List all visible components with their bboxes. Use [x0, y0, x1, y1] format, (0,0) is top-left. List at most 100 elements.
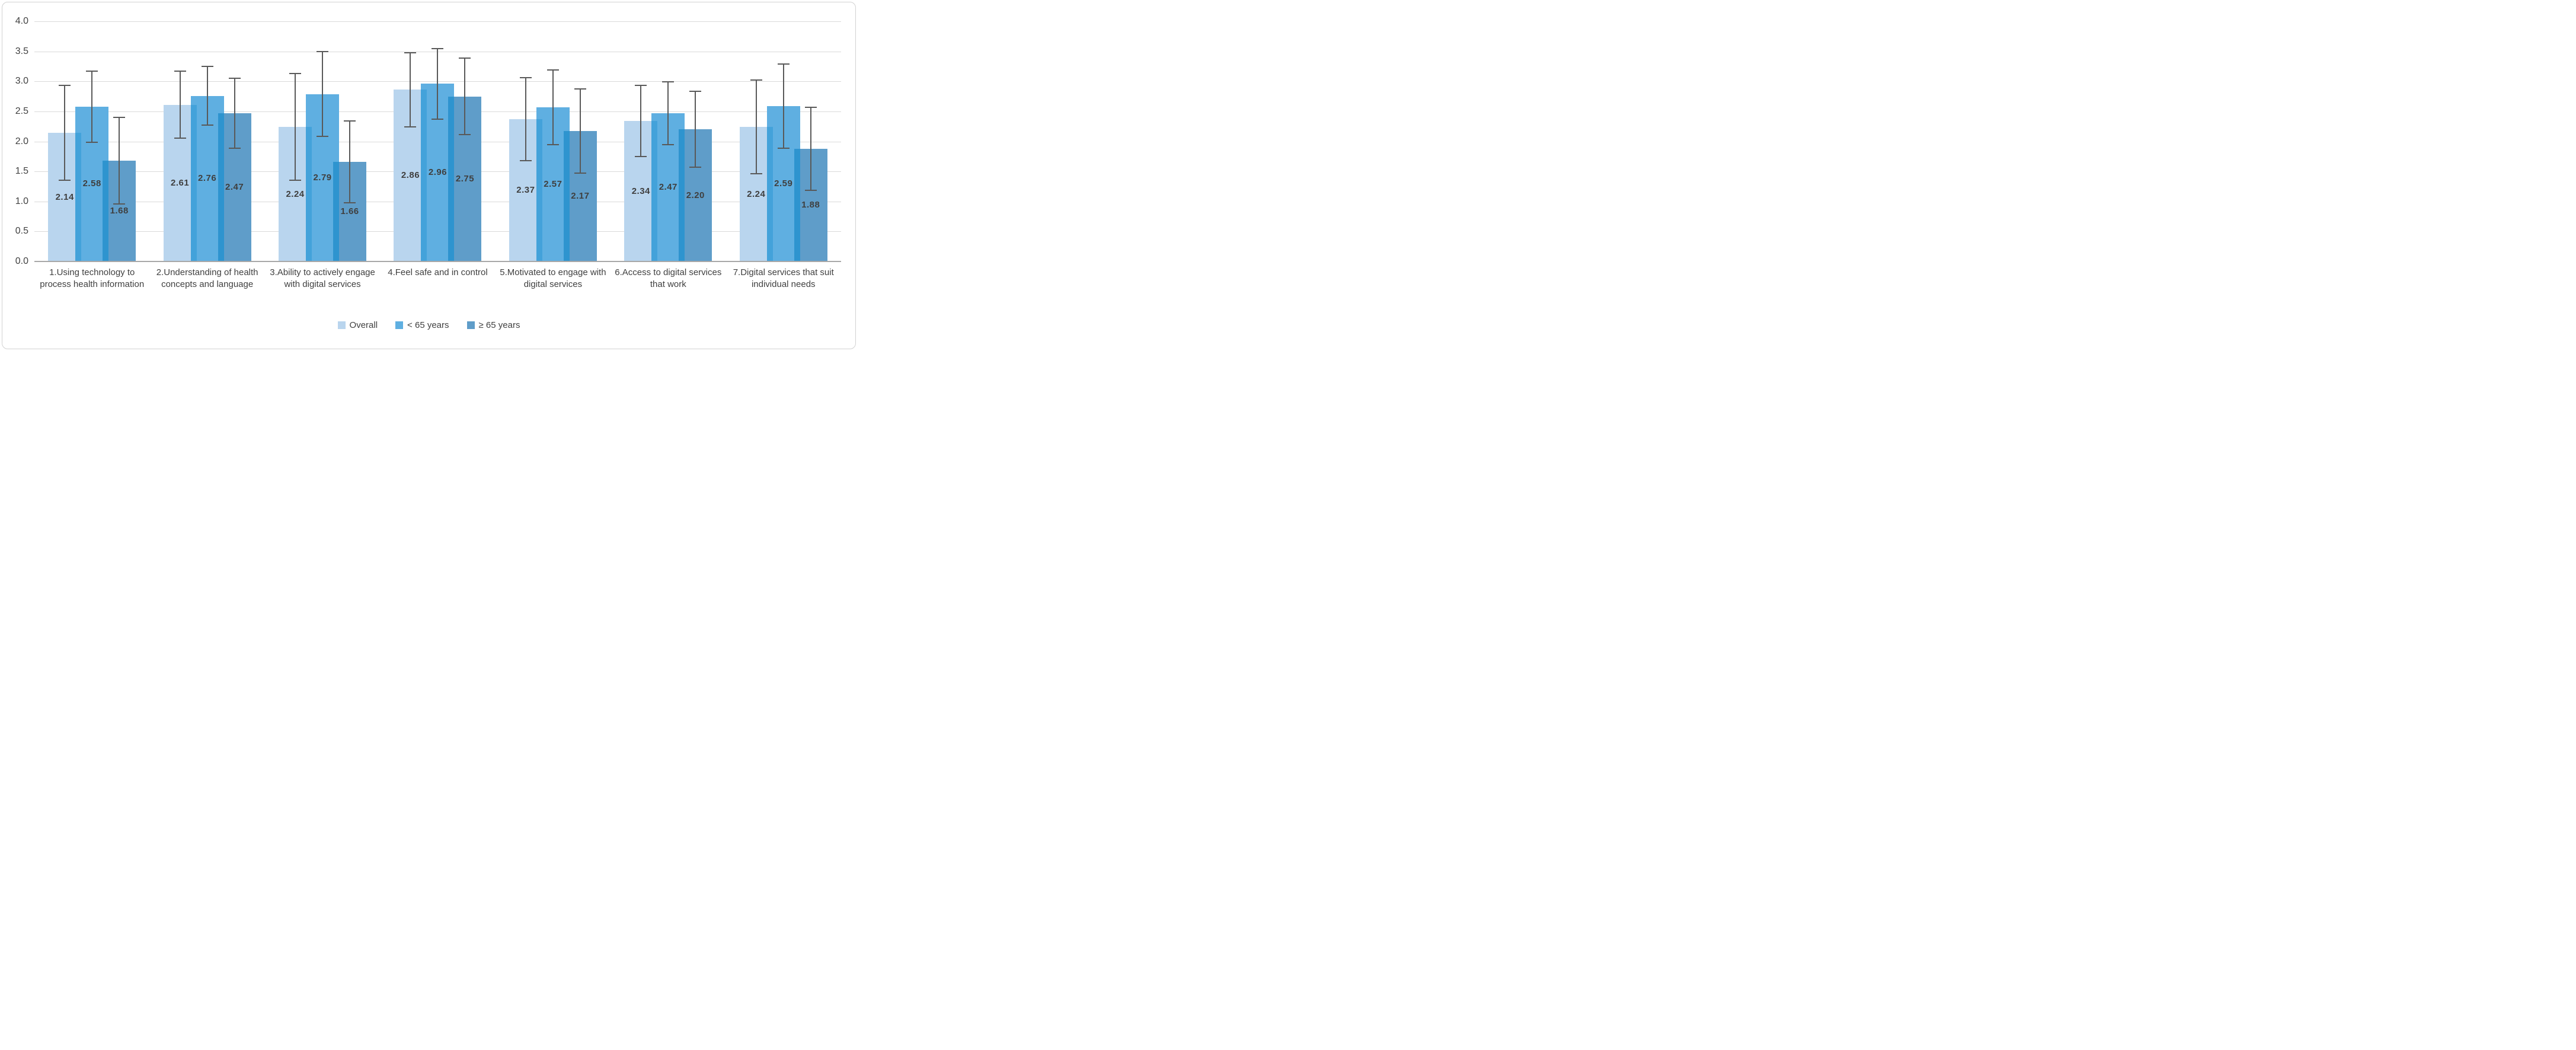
error-bar-cap-bottom [113, 203, 126, 205]
bar-value-label: 2.24 [286, 189, 305, 199]
error-bar-cap-top [174, 71, 186, 72]
error-bar-cap-bottom [777, 147, 790, 149]
error-bar-line [295, 73, 296, 181]
y-tick-label: 0.0 [15, 256, 28, 266]
gridline [34, 21, 841, 22]
y-tick-label: 2.5 [15, 106, 28, 116]
bar-value-label: 1.88 [801, 199, 820, 210]
legend-swatch-icon [466, 321, 475, 329]
chart-frame: 4.0 3.5 3.0 2.5 2.0 1.5 1.0 0.5 0.0 2.14 2.58 1.68… [2, 2, 856, 349]
category-cell: 2.24 2.59 1.88 [726, 2, 841, 261]
bar-cluster: 2.37 2.57 2.17 [509, 2, 597, 261]
error-bar-cap-bottom [662, 143, 675, 145]
error-bar-line [349, 120, 351, 203]
error-bar [201, 65, 213, 126]
error-bar-cap-bottom [86, 141, 98, 143]
bar-overlap-shade [306, 127, 312, 261]
y-tick-label: 4.0 [15, 16, 28, 26]
error-bar-cap-top [459, 57, 471, 59]
legend-label: Overall [349, 320, 378, 330]
error-bar-line [322, 50, 324, 138]
error-bar-cap-bottom [317, 136, 329, 138]
error-bar-cap-top [519, 77, 532, 79]
error-bar-cap-bottom [750, 173, 762, 175]
category-cell: 2.86 2.96 2.75 [380, 2, 495, 261]
bar-value-label: 2.96 [428, 167, 448, 178]
category-label: 2.Understanding of health concepts and l… [156, 267, 258, 289]
error-bar-line [525, 77, 526, 161]
error-bar-line [552, 69, 554, 145]
bar-cluster: 2.61 2.76 2.47 [163, 2, 251, 261]
error-bar-cap-top [750, 79, 762, 81]
y-tick-label: 3.5 [15, 46, 28, 56]
error-bar-line [755, 79, 757, 175]
bar-value-label: 2.47 [225, 181, 244, 192]
error-bar [404, 52, 417, 128]
error-bar [59, 85, 71, 181]
bar-overlap-shade [651, 121, 658, 261]
error-bar-line [464, 57, 466, 136]
category-label: 5.Motivated to engage with digital servi… [500, 267, 606, 289]
error-bar-cap-bottom [59, 180, 71, 181]
bar-value-label: 2.75 [455, 173, 475, 184]
error-bar-cap-bottom [804, 189, 817, 191]
category-label: 4.Feel safe and in control [388, 267, 488, 277]
bar-value-label: 2.47 [659, 181, 677, 192]
y-tick-label: 2.0 [15, 136, 28, 146]
bar-overlap-shade [103, 160, 109, 261]
error-bar-line [640, 85, 642, 157]
bar-value-label: 2.76 [198, 173, 217, 184]
category-cell: 2.37 2.57 2.17 [496, 2, 611, 261]
error-bar-cap-top [201, 65, 213, 67]
error-bar [317, 50, 329, 138]
bar-cluster: 2.34 2.47 2.20 [624, 2, 712, 261]
error-bar [689, 91, 702, 168]
error-bar-line [234, 78, 235, 149]
legend-swatch-icon [337, 321, 346, 329]
bar-overlap-shade [190, 104, 197, 261]
error-bar [174, 71, 186, 139]
bar-value-label: 2.86 [401, 170, 420, 181]
error-bar-cap-bottom [201, 125, 213, 126]
error-bar-line [782, 63, 784, 149]
category-cell: 2.61 2.76 2.47 [149, 2, 264, 261]
bar-value-label: 1.66 [340, 206, 359, 216]
error-bar-cap-bottom [289, 180, 302, 181]
category-label: 7.Digital services that suit individual … [733, 267, 834, 289]
error-bar-line [64, 85, 66, 181]
error-bar-cap-top [317, 50, 329, 52]
x-axis-line [34, 261, 841, 262]
bar-value-label: 2.61 [171, 177, 190, 188]
bar-overlap-shade [536, 119, 542, 261]
error-bar-cap-top [86, 71, 98, 72]
y-tick-label: 1.5 [15, 166, 28, 177]
error-bar-cap-bottom [174, 138, 186, 139]
bar-cluster: 2.14 2.58 1.68 [48, 2, 136, 261]
bar-clusters: 2.14 2.58 1.68 2.61 2.76 2.47 2.24 2.79 1.66 2.86… [34, 2, 841, 261]
error-bar-cap-top [113, 116, 126, 118]
bar-value-label: 1.68 [110, 205, 129, 216]
plot-area: 2.14 2.58 1.68 2.61 2.76 2.47 2.24 2.79 1.66 2.86… [34, 2, 841, 262]
bar-overlap-shade [794, 148, 800, 261]
bar-value-label: 2.20 [686, 190, 705, 200]
error-bar-line [410, 52, 411, 128]
bar-value-label: 2.79 [313, 172, 332, 183]
category-cell: 2.34 2.47 2.20 [611, 2, 726, 261]
bar-overlap-shade [218, 113, 224, 261]
y-axis-tick-labels: 4.0 3.5 3.0 2.5 2.0 1.5 1.0 0.5 0.0 [2, 2, 34, 267]
error-bar [777, 63, 790, 149]
error-bar [289, 73, 302, 181]
error-bar-cap-top [777, 63, 790, 65]
error-bar-cap-bottom [228, 147, 241, 149]
bar-overlap-shade [448, 96, 455, 261]
bar-value-label: 2.34 [631, 186, 650, 196]
error-bar-line [179, 71, 181, 139]
error-bar-cap-bottom [344, 202, 356, 203]
error-bar-cap-top [574, 88, 586, 90]
legend-item: ≥ 65 years [466, 320, 520, 330]
error-bar-line [91, 71, 93, 143]
error-bar [546, 69, 559, 145]
error-bar-cap-top [804, 106, 817, 108]
bar-cluster: 2.24 2.59 1.88 [739, 2, 827, 261]
bar-overlap-shade [421, 90, 427, 261]
